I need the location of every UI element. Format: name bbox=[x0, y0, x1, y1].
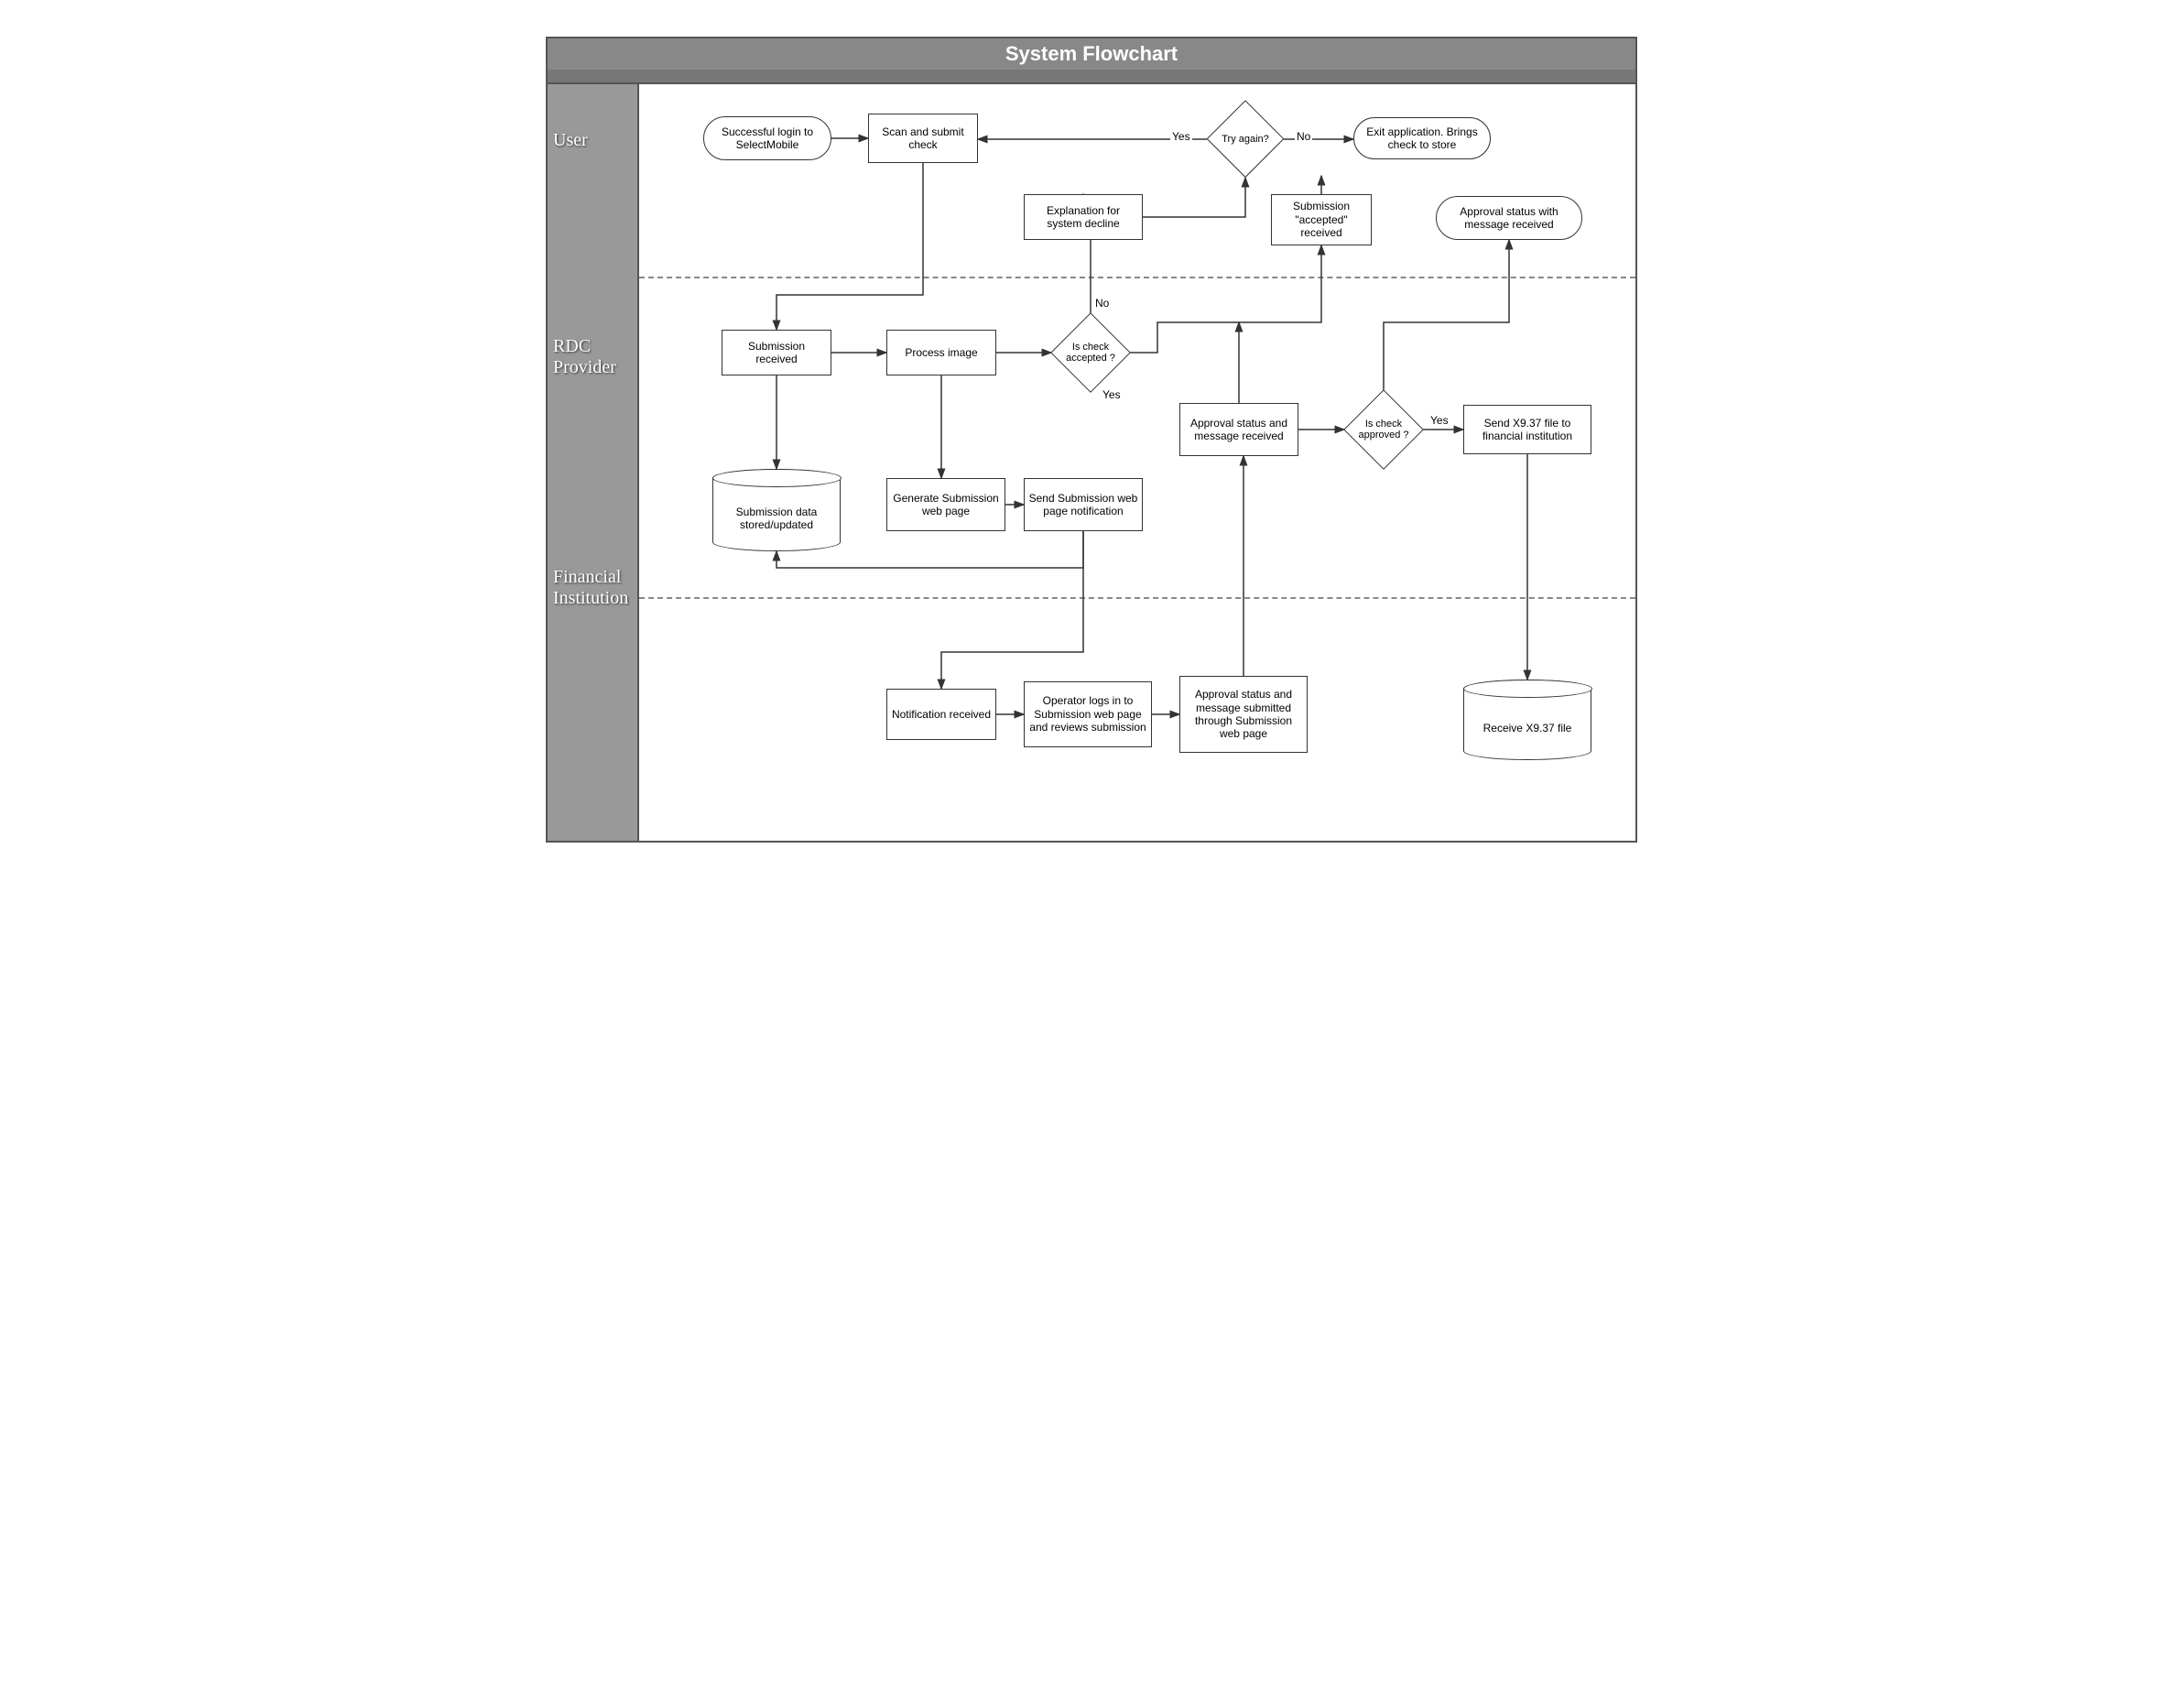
node-oplogin: Operator logs in to Submission web page … bbox=[1024, 681, 1152, 747]
node-login: Successful login to SelectMobile bbox=[703, 116, 831, 160]
node-label-dbstore: Submission data stored/updated bbox=[713, 490, 840, 547]
lane-column: User RDCProvider FinancialInstitution bbox=[548, 84, 639, 841]
edge-label-isacc-explain: No bbox=[1093, 297, 1111, 310]
node-scan: Scan and submit check bbox=[868, 114, 978, 163]
edge-label-tryagain-scan: Yes bbox=[1170, 130, 1192, 143]
edge-sendnotif-notifrcv bbox=[941, 531, 1083, 689]
lane-label-user: User bbox=[553, 130, 588, 151]
node-sendx9: Send X9.37 file to financial institution bbox=[1463, 405, 1591, 454]
node-label-tryagain: Try again? bbox=[1207, 101, 1284, 178]
title-sub-bar bbox=[548, 70, 1635, 82]
flowchart-frame: System Flowchart User RDCProvider Financ… bbox=[546, 37, 1637, 843]
node-apprsubmit: Approval status and message submitted th… bbox=[1179, 676, 1308, 753]
edge-explain-tryagain bbox=[1143, 178, 1245, 217]
node-label-isappr: Is check approved ? bbox=[1344, 390, 1423, 469]
edge-label-isappr-sendx9: Yes bbox=[1428, 414, 1450, 427]
node-isacc: Is check accepted ? bbox=[1051, 313, 1130, 392]
node-subrecv: Submission received bbox=[722, 330, 831, 375]
node-sendnotif: Send Submission web page notification bbox=[1024, 478, 1143, 531]
node-apprrcv: Approval status and message received bbox=[1179, 403, 1298, 456]
node-procimg: Process image bbox=[886, 330, 996, 375]
lane-label-rdc: RDCProvider bbox=[553, 336, 616, 378]
edge-label-isacc-subacc: Yes bbox=[1101, 388, 1123, 401]
diagram-canvas: Successful login to SelectMobile Scan and… bbox=[639, 84, 1635, 841]
node-genpage: Generate Submission web page bbox=[886, 478, 1005, 531]
node-tryagain: Try again? bbox=[1207, 101, 1284, 178]
node-recvx9: Receive X9.37 file bbox=[1463, 680, 1591, 760]
node-isappr: Is check approved ? bbox=[1344, 390, 1423, 469]
lane-divider-2 bbox=[639, 597, 1635, 599]
lane-divider-1 bbox=[639, 277, 1635, 278]
node-label-recvx9: Receive X9.37 file bbox=[1464, 701, 1591, 756]
lane-label-fi: FinancialInstitution bbox=[553, 567, 628, 609]
node-explain: Explanation for system decline bbox=[1024, 194, 1143, 240]
edge-isacc-subacc bbox=[1130, 245, 1321, 353]
title-text: System Flowchart bbox=[1005, 42, 1178, 65]
node-notifrcv: Notification received bbox=[886, 689, 996, 740]
node-exit: Exit application. Brings check to store bbox=[1353, 117, 1491, 159]
node-subacc: Submission "accepted" received bbox=[1271, 194, 1372, 245]
edge-scan-subrecv bbox=[777, 163, 923, 330]
node-label-isacc: Is check accepted ? bbox=[1051, 313, 1130, 392]
node-apprmsg: Approval status with message received bbox=[1436, 196, 1582, 240]
title-bar: System Flowchart bbox=[548, 38, 1635, 84]
edge-isappr-apprmsg bbox=[1384, 240, 1509, 390]
node-dbstore: Submission data stored/updated bbox=[712, 469, 841, 551]
edge-label-tryagain-exit: No bbox=[1295, 130, 1312, 143]
